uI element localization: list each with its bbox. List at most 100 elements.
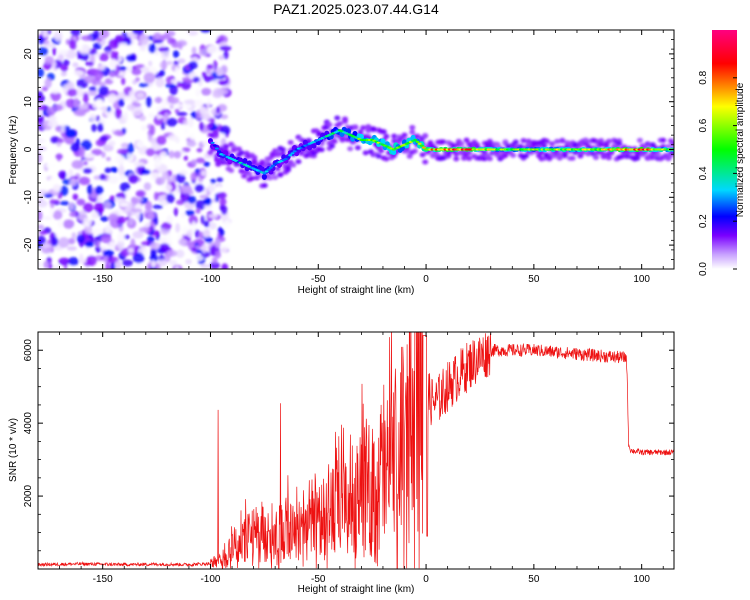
ridge-halo-cell <box>266 175 273 181</box>
noise-blob <box>81 139 92 151</box>
noise-blob <box>191 247 197 252</box>
colorbar: 0.0 0.2 0.4 0.6 0.8 Normalized spectral ampl… <box>698 30 746 276</box>
noise-blob <box>118 98 125 107</box>
ridge-halo-cell <box>215 161 222 167</box>
ridge-halo-cell <box>401 132 408 138</box>
ridge-halo-cell <box>556 155 563 161</box>
noise-blob <box>203 228 211 238</box>
ridge-cell-outer <box>261 173 267 180</box>
noise-blob <box>177 234 184 239</box>
noise-blob <box>175 173 186 184</box>
ridge-halo-cell <box>445 151 452 157</box>
noise-blob <box>215 67 224 77</box>
noise-blob <box>86 255 97 267</box>
noise-blob <box>46 96 52 106</box>
ridge-halo-cell <box>559 138 566 144</box>
ridge-halo-cell <box>331 138 338 144</box>
noise-blob <box>94 81 107 87</box>
ridge-halo-cell <box>422 159 429 165</box>
ridge-halo-cell <box>463 137 470 143</box>
noise-blob <box>57 138 64 144</box>
noise-blob <box>38 106 45 111</box>
noise-blob <box>91 123 97 132</box>
x-tick-label: 50 <box>528 274 540 285</box>
noise-blob <box>93 30 100 40</box>
noise-blob <box>174 108 180 114</box>
noise-blob <box>187 195 197 204</box>
ridge-halo-cell <box>251 158 258 164</box>
ridge-halo-cell <box>458 141 465 147</box>
ridge-cell <box>268 166 273 169</box>
noise-blob <box>99 30 110 39</box>
ridge-halo-cell <box>391 133 398 139</box>
ridge-halo-cell <box>354 145 361 151</box>
noise-blob <box>201 71 207 79</box>
ridge-halo-cell <box>624 153 631 159</box>
ridge-halo-cell <box>334 115 341 121</box>
noise-blob <box>148 112 155 119</box>
noise-blob <box>138 226 150 233</box>
y-tick-label: 4000 <box>23 412 34 435</box>
ridge-cell <box>266 168 271 171</box>
noise-blob <box>175 223 181 233</box>
ridge-cell <box>262 172 267 175</box>
noise-blob <box>186 229 193 238</box>
noise-blob <box>148 43 157 54</box>
noise-blob <box>161 183 173 193</box>
spectrogram-x-ticks: -150 -100 -50 0 50 100 <box>37 30 664 285</box>
x-tick-label: 100 <box>633 574 650 585</box>
noise-blob <box>44 78 52 89</box>
noise-blob <box>204 236 213 244</box>
noise-blob <box>180 212 186 218</box>
noise-blob <box>94 202 105 214</box>
colorbar-tick-label: 0.8 <box>698 70 709 84</box>
ridge-halo <box>207 115 674 189</box>
noise-blob <box>65 129 77 138</box>
noise-blob <box>82 92 89 103</box>
noise-blob <box>45 163 58 169</box>
noise-blob <box>207 64 214 70</box>
ridge-halo-cell <box>598 141 605 147</box>
noise-blob <box>132 252 145 264</box>
ridge-halo-cell <box>494 141 501 147</box>
noise-blob <box>40 243 52 249</box>
noise-blob <box>38 35 45 45</box>
noise-blob <box>169 259 178 266</box>
noise-blob <box>149 124 156 136</box>
noise-blob <box>79 132 84 138</box>
noise-blob <box>191 220 196 231</box>
noise-blob <box>183 103 192 109</box>
ridge-halo-cell <box>605 138 612 144</box>
ridge-halo-cell <box>362 150 369 156</box>
noise-blob <box>93 175 101 180</box>
noise-blob <box>48 115 58 122</box>
noise-blob <box>156 135 167 146</box>
noise-blob <box>99 173 107 181</box>
noise-blob <box>114 129 124 136</box>
ridge-halo-cell <box>406 153 413 159</box>
noise-blob <box>62 59 70 67</box>
ridge-halo-cell <box>375 153 382 159</box>
ridge-halo-cell <box>220 160 227 166</box>
noise-blob <box>195 199 207 210</box>
noise-blob <box>216 191 227 199</box>
ridge-halo-cell <box>554 138 561 144</box>
noise-blob <box>99 135 109 142</box>
colorbar-tick-label: 0.2 <box>698 214 709 228</box>
x-tick-label: 0 <box>423 574 429 585</box>
noise-blob <box>59 201 70 206</box>
noise-blob <box>132 30 144 35</box>
noise-blob <box>177 58 186 64</box>
ridge-cell-outer <box>391 149 397 156</box>
ridge-halo-cell <box>461 155 468 161</box>
noise-blob <box>117 148 129 155</box>
ridge-halo-cell <box>233 162 240 168</box>
noise-blob <box>38 210 43 222</box>
noise-blob <box>135 92 145 99</box>
snr-series-line <box>38 332 674 569</box>
noise-blob <box>108 38 120 49</box>
noise-blob <box>109 59 118 69</box>
ridge-halo-cell <box>569 155 576 161</box>
noise-blob <box>78 176 91 186</box>
noise-blob <box>203 97 210 104</box>
